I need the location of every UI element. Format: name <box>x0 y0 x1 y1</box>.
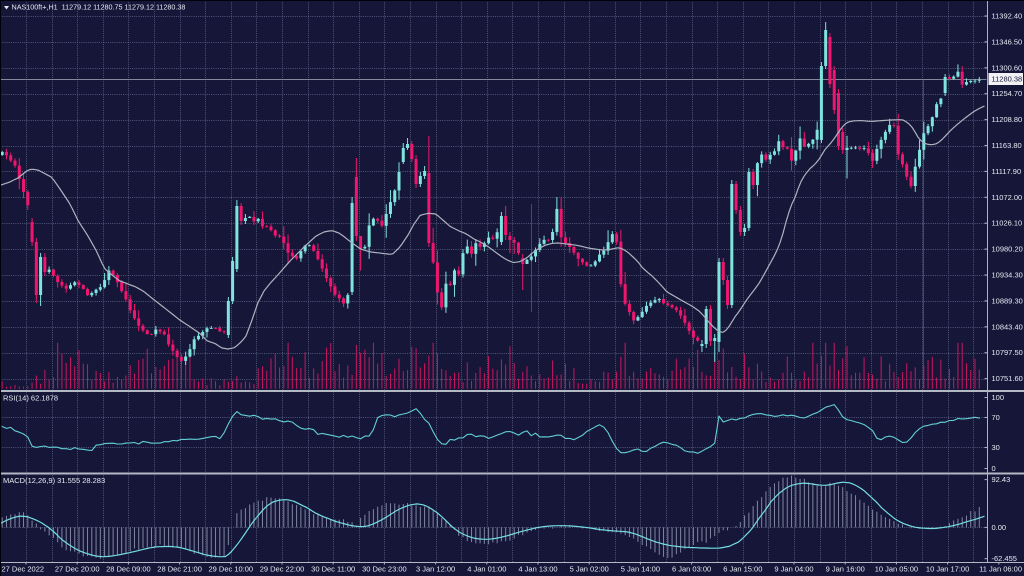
svg-text:11300.60: 11300.60 <box>992 63 1023 72</box>
svg-text:5 Jan 14:00: 5 Jan 14:00 <box>621 565 660 574</box>
svg-text:30 Dec 23:00: 30 Dec 23:00 <box>362 565 407 574</box>
svg-text:0: 0 <box>992 464 996 473</box>
svg-text:11072.00: 11072.00 <box>992 193 1023 202</box>
svg-text:RSI(14) 62.1878: RSI(14) 62.1878 <box>3 394 58 403</box>
svg-text:5 Jan 02:00: 5 Jan 02:00 <box>570 565 609 574</box>
svg-text:29 Dec 10:00: 29 Dec 10:00 <box>208 565 253 574</box>
svg-text:10751.60: 10751.60 <box>992 374 1023 383</box>
svg-text:6 Jan 03:00: 6 Jan 03:00 <box>672 565 711 574</box>
svg-text:0.00: 0.00 <box>992 523 1007 532</box>
svg-text:27 Dec 2022: 27 Dec 2022 <box>2 565 45 574</box>
svg-text:28 Dec 09:00: 28 Dec 09:00 <box>106 565 151 574</box>
svg-text:-62.455: -62.455 <box>992 554 1017 563</box>
svg-text:11280.38: 11280.38 <box>992 75 1023 84</box>
svg-text:4 Jan 01:00: 4 Jan 01:00 <box>467 565 506 574</box>
svg-text:100: 100 <box>992 393 1005 402</box>
svg-text:10 Jan 05:00: 10 Jan 05:00 <box>875 565 918 574</box>
svg-text:NAS100ft+,H1 11279.12 11280.7: NAS100ft+,H1 11279.12 11280.75 11279.12 … <box>12 3 186 12</box>
svg-text:11 Jan 06:00: 11 Jan 06:00 <box>979 565 1022 574</box>
svg-text:4 Jan 13:00: 4 Jan 13:00 <box>518 565 557 574</box>
svg-text:9 Jan 04:00: 9 Jan 04:00 <box>774 565 813 574</box>
svg-text:3 Jan 12:00: 3 Jan 12:00 <box>416 565 455 574</box>
svg-text:11254.70: 11254.70 <box>992 89 1023 98</box>
svg-text:9 Jan 16:00: 9 Jan 16:00 <box>826 565 865 574</box>
svg-text:29 Dec 22:00: 29 Dec 22:00 <box>260 565 305 574</box>
svg-text:27 Dec 20:00: 27 Dec 20:00 <box>55 565 100 574</box>
svg-text:6 Jan 15:00: 6 Jan 15:00 <box>723 565 762 574</box>
svg-text:10843.40: 10843.40 <box>992 322 1023 331</box>
svg-text:10980.20: 10980.20 <box>992 245 1023 254</box>
svg-text:MACD(12,26,9) 31.555 28.283: MACD(12,26,9) 31.555 28.283 <box>3 476 105 485</box>
svg-text:11117.90: 11117.90 <box>992 167 1022 176</box>
svg-text:11208.80: 11208.80 <box>992 115 1023 124</box>
svg-text:28 Dec 21:00: 28 Dec 21:00 <box>157 565 202 574</box>
svg-text:10 Jan 17:00: 10 Jan 17:00 <box>926 565 969 574</box>
svg-text:11026.10: 11026.10 <box>992 219 1023 228</box>
svg-text:10889.30: 10889.30 <box>992 296 1023 305</box>
svg-text:11346.50: 11346.50 <box>992 37 1023 46</box>
svg-text:11163.80: 11163.80 <box>992 141 1022 150</box>
svg-text:10934.30: 10934.30 <box>992 271 1023 280</box>
svg-text:11392.40: 11392.40 <box>992 12 1023 21</box>
svg-text:92.43: 92.43 <box>992 475 1011 484</box>
svg-text:30: 30 <box>992 443 1000 452</box>
svg-text:70: 70 <box>992 413 1000 422</box>
svg-text:10797.50: 10797.50 <box>992 348 1023 357</box>
svg-text:30 Dec 11:00: 30 Dec 11:00 <box>311 565 355 574</box>
